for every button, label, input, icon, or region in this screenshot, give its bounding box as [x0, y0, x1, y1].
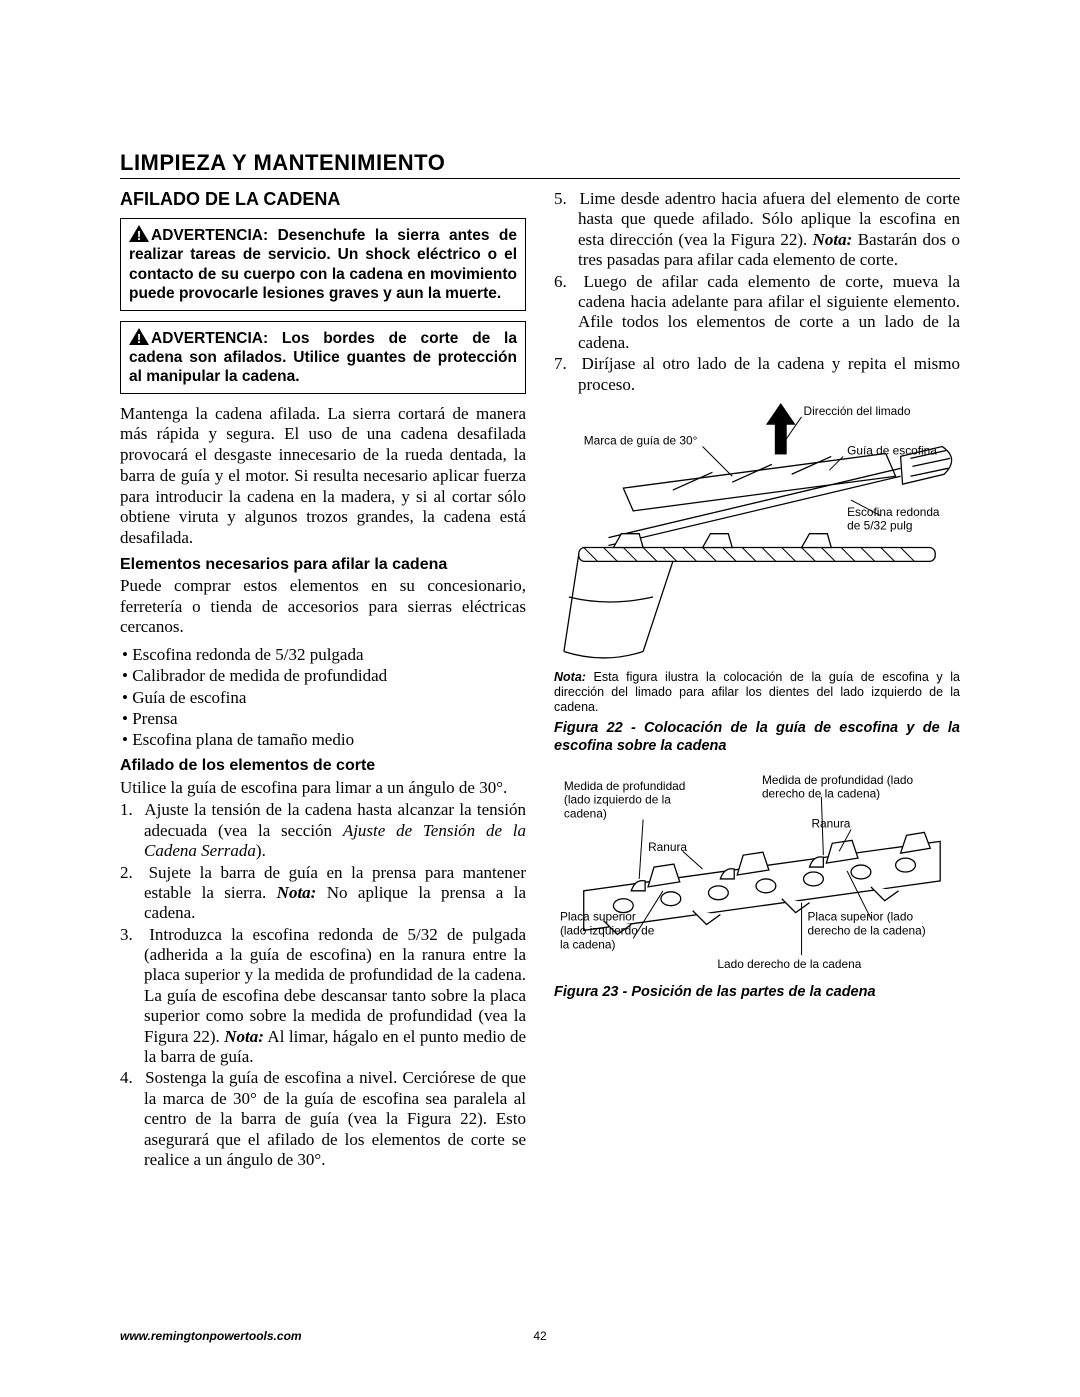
list-item: Escofina plana de tamaño medio — [134, 729, 526, 750]
left-column: AFILADO DE LA CADENA ! ADVERTENCIA: Dese… — [120, 189, 526, 1171]
steps-1-4: Ajuste la tensión de la cadena hasta alc… — [120, 800, 526, 1170]
fig23-label: derecho de la cadena) — [762, 786, 880, 800]
svg-text:!: ! — [137, 331, 141, 345]
fig22-label-mark: Marca de guía de 30° — [584, 433, 698, 447]
step-3: Introduzca la escofina redonda de 5/32 d… — [120, 925, 526, 1068]
step-text: Diríjase al otro lado de la cadena y rep… — [578, 354, 960, 393]
step-text: Sostenga la guía de escofina a nivel. Ce… — [144, 1068, 526, 1169]
steps-5-7: Lime desde adentro hacia afuera del elem… — [554, 189, 960, 395]
subsection-heading: AFILADO DE LA CADENA — [120, 189, 526, 210]
warning-text-2: ADVERTENCIA: Los bordes de corte de la c… — [129, 330, 517, 386]
fig23-label: Ranura — [648, 840, 687, 854]
step-7: Diríjase al otro lado de la cadena y rep… — [554, 354, 960, 395]
fig22-label-file-2: de 5/32 pulg — [847, 519, 912, 533]
fig23-label: Medida de profundidad — [564, 778, 685, 792]
list-item: Calibrador de medida de profundidad — [134, 665, 526, 686]
fig23-label: Placa superior (lado — [807, 909, 913, 923]
list-item: Prensa — [134, 708, 526, 729]
figure-22-svg: Dirección del limado Marca de guía de 30… — [554, 399, 960, 666]
figure-22: Dirección del limado Marca de guía de 30… — [554, 399, 960, 666]
two-column-layout: AFILADO DE LA CADENA ! ADVERTENCIA: Dese… — [120, 189, 960, 1171]
step-6: Luego de afilar cada elemento de corte, … — [554, 272, 960, 354]
note-text: Esta figura ilustra la colocación de la … — [554, 670, 960, 714]
note-label: Nota: — [224, 1027, 264, 1046]
page-footer: www.remingtonpowertools.com 42 — [120, 1329, 960, 1343]
fig22-label-file-1: Escofina redonda — [847, 505, 940, 519]
figure-23: Medida de profundidad (lado izquierdo de… — [554, 772, 960, 980]
warning-box-2: ! ADVERTENCIA: Los bordes de corte de la… — [120, 321, 526, 394]
intro-paragraph: Mantenga la cadena afilada. La sierra co… — [120, 404, 526, 549]
fig22-label-direction: Dirección del limado — [804, 404, 911, 418]
warning-icon: ! — [129, 328, 149, 345]
warning-box-1: ! ADVERTENCIA: Desenchufe la sierra ante… — [120, 218, 526, 311]
fig23-label: la cadena) — [560, 937, 616, 951]
note-lead: Nota: — [554, 670, 586, 684]
section-title: LIMPIEZA Y MANTENIMIENTO — [120, 150, 960, 179]
fig22-label-guide: Guía de escofina — [847, 443, 937, 457]
step-1: Ajuste la tensión de la cadena hasta alc… — [120, 800, 526, 861]
fig23-label: Lado derecho de la cadena — [717, 957, 861, 971]
cutters-intro: Utilice la guía de escofina para limar a… — [120, 778, 526, 799]
right-column: Lime desde adentro hacia afuera del elem… — [554, 189, 960, 1171]
items-list: Escofina redonda de 5/32 pulgada Calibra… — [120, 644, 526, 750]
fig23-label: Placa superior — [560, 909, 636, 923]
warning-text-1: ADVERTENCIA: Desenchufe la sierra antes … — [129, 227, 517, 302]
figure-22-caption: Figura 22 - Colocación de la guía de esc… — [554, 719, 960, 755]
items-heading: Elementos necesarios para afilar la cade… — [120, 555, 526, 574]
list-item: Guía de escofina — [134, 687, 526, 708]
figure-22-note: Nota: Esta figura ilustra la colocación … — [554, 670, 960, 715]
note-label: Nota: — [813, 230, 853, 249]
fig23-label: derecho de la cadena) — [807, 923, 925, 937]
fig23-label: Ranura — [811, 816, 850, 830]
warning-icon: ! — [129, 225, 149, 242]
fig23-label: Medida de profundidad (lado — [762, 772, 914, 786]
step-4: Sostenga la guía de escofina a nivel. Ce… — [120, 1068, 526, 1170]
step-5: Lime desde adentro hacia afuera del elem… — [554, 189, 960, 271]
cutters-heading: Afilado de los elementos de corte — [120, 756, 526, 775]
figure-23-caption: Figura 23 - Posición de las partes de la… — [554, 983, 960, 1001]
list-item: Escofina redonda de 5/32 pulgada — [134, 644, 526, 665]
fig23-label: cadena) — [564, 806, 607, 820]
step-text: Luego de afilar cada elemento de corte, … — [578, 272, 960, 352]
footer-url: www.remingtonpowertools.com — [120, 1329, 302, 1343]
items-intro: Puede comprar estos elementos en su conc… — [120, 576, 526, 638]
step-tail: ). — [256, 841, 266, 860]
step-2: Sujete la barra de guía en la prensa par… — [120, 863, 526, 924]
figure-23-svg: Medida de profundidad (lado izquierdo de… — [554, 772, 960, 980]
fig23-label: (lado izquierdo de la — [564, 792, 671, 806]
svg-text:!: ! — [137, 228, 141, 242]
page-number: 42 — [533, 1329, 546, 1343]
fig23-label: (lado izquierdo de — [560, 923, 655, 937]
note-label: Nota: — [277, 883, 317, 902]
